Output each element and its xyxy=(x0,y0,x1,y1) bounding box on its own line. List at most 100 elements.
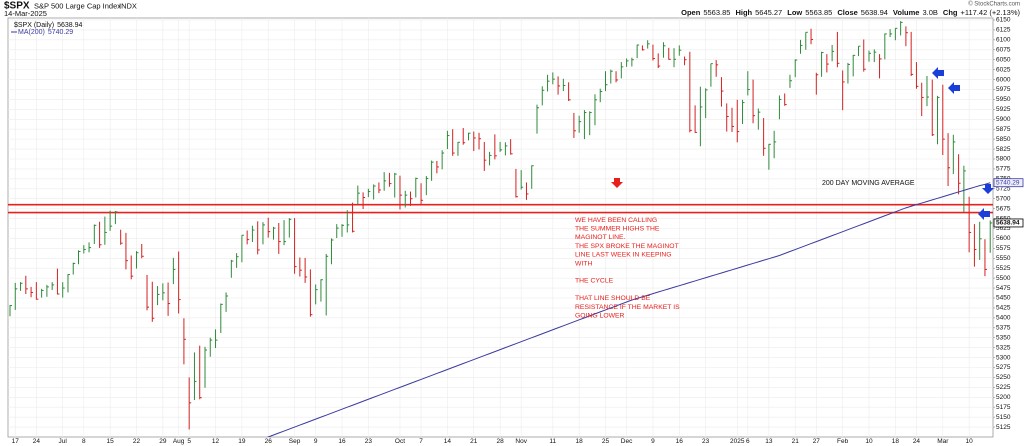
x-tick-label: Mar xyxy=(937,438,949,445)
quote-value: 3.0B xyxy=(922,8,937,17)
y-tick-label: 6075 xyxy=(996,46,1011,53)
y-tick-label: 5375 xyxy=(996,325,1011,332)
y-tick-label: 5225 xyxy=(996,384,1011,391)
x-tick-label: Oct xyxy=(395,438,405,445)
y-tick-label: 5900 xyxy=(996,116,1011,123)
quote-value: 5563.85 xyxy=(703,8,730,17)
x-tick-label: Jul xyxy=(59,438,68,445)
ma-note: 200 DAY MOVING AVERAGE xyxy=(822,180,915,187)
x-tick-label: 11 xyxy=(549,438,556,445)
date: 14-Mar-2025 xyxy=(4,9,47,18)
y-tick-label: 5775 xyxy=(996,166,1011,173)
quote-label: Chg xyxy=(943,8,958,17)
y-tick-label: 5275 xyxy=(996,364,1011,371)
x-tick-label: 16 xyxy=(676,438,684,445)
y-tick-label: 5675 xyxy=(996,205,1011,212)
y-tick-label: 5800 xyxy=(996,156,1011,163)
marks xyxy=(8,21,993,437)
y-tick-label: 5325 xyxy=(996,344,1011,351)
quote-value: 5638.94 xyxy=(861,8,888,17)
y-tick-label: 5525 xyxy=(996,265,1011,272)
symbol: $SPX xyxy=(4,1,30,12)
y-tick-label: 5450 xyxy=(996,295,1011,302)
annotation-line: THE SPX BROKE THE MAGINOT xyxy=(575,243,679,250)
x-tick-label: 5 xyxy=(187,438,191,445)
x-tick-label: 24 xyxy=(33,438,41,445)
y-tick-label: 5975 xyxy=(996,86,1011,93)
blue-arrow xyxy=(978,208,990,220)
y-tick-label: 5250 xyxy=(996,374,1011,381)
y-tick-label: 5625 xyxy=(996,225,1011,232)
legend-ma: MA(200) 5740.29 xyxy=(18,29,73,36)
y-tick-label: 5400 xyxy=(996,315,1011,322)
y-tick-label: 5300 xyxy=(996,354,1011,361)
x-tick-label: 23 xyxy=(365,438,373,445)
x-tick-label: 2025 xyxy=(730,438,745,445)
index-name: S&P 500 Large Cap Index xyxy=(34,1,121,10)
annotation-line: THE SUMMER HIGHS THE xyxy=(575,225,660,232)
x-tick-label: Nov xyxy=(515,438,527,445)
y-tick-label: 5575 xyxy=(996,245,1011,252)
x-tick-label: 29 xyxy=(159,438,167,445)
y-tick-label: 5350 xyxy=(996,334,1011,341)
y-tick-label: 6000 xyxy=(996,76,1011,83)
x-tick-label: 17 xyxy=(12,438,20,445)
annotation-line: THAT LINE SHOULD BE xyxy=(575,295,651,302)
quote-value: +117.42 (+2.13%) xyxy=(961,8,1021,17)
exchange: INDX xyxy=(119,1,137,10)
quote-value: 5563.85 xyxy=(805,8,832,17)
x-tick-label: 16 xyxy=(338,438,346,445)
x-tick-label: 27 xyxy=(813,438,821,445)
plot-area xyxy=(7,17,994,438)
x-tick-label: 24 xyxy=(913,438,921,445)
y-tick-label: 5500 xyxy=(996,275,1011,282)
legend-value: 5638.94 xyxy=(57,22,82,29)
quote-label: Low xyxy=(787,8,802,17)
y-tick-label: 5200 xyxy=(996,394,1011,401)
y-tick-label: 5550 xyxy=(996,255,1011,262)
x-tick-label: 8 xyxy=(82,438,86,445)
annotation-line: MAGINOT LINE. xyxy=(575,234,626,241)
blue-arrow xyxy=(948,82,960,94)
annotation-line: WITH xyxy=(575,260,592,267)
quote-line: Open 5563.85 High 5645.27 Low 5563.85 Close 563… xyxy=(681,8,1020,17)
x-tick-label: 26 xyxy=(265,438,273,445)
y-tick-label: 5600 xyxy=(996,235,1011,242)
quote-label: Open xyxy=(681,8,701,17)
y-tick-label: 5150 xyxy=(996,414,1011,421)
x-tick-label: 23 xyxy=(702,438,710,445)
annotation-line: LINE LAST WEEK IN KEEPING xyxy=(575,252,672,259)
y-tick-label: 5850 xyxy=(996,136,1011,143)
annotation-line: WE HAVE BEEN CALLING xyxy=(575,217,657,224)
x-tick-label: 25 xyxy=(602,438,610,445)
x-tick-label: Sep xyxy=(289,438,301,445)
x-tick-label: 10 xyxy=(865,438,873,445)
x-tick-label: 18 xyxy=(892,438,900,445)
ma-line xyxy=(266,182,991,437)
annotation-line: THE CYCLE xyxy=(575,278,614,285)
y-tick-label: 5475 xyxy=(996,285,1011,292)
close-value-label: 5638.94 xyxy=(996,220,1020,227)
ma-value-box xyxy=(993,178,1024,188)
x-tick-label: 9 xyxy=(651,438,655,445)
y-tick-label: 5950 xyxy=(996,96,1011,103)
blue-arrow xyxy=(932,67,944,79)
x-tick-label: 7 xyxy=(419,438,423,445)
close-value-box xyxy=(993,218,1024,228)
y-tick-label: 6150 xyxy=(996,17,1011,24)
x-tick-label: 21 xyxy=(470,438,478,445)
legend-price: $SPX (Daily) 5638.94 xyxy=(14,22,82,29)
x-tick-label: 10 xyxy=(966,438,974,445)
x-tick-label: 6 xyxy=(746,438,750,445)
y-tick-label: 6100 xyxy=(996,37,1011,44)
ma-value-label: 5740.29 xyxy=(996,179,1020,186)
y-tick-label: 5875 xyxy=(996,126,1011,133)
y-tick-label: 6125 xyxy=(996,27,1011,34)
x-tick-label: 22 xyxy=(133,438,141,445)
x-tick-label: Aug xyxy=(173,438,185,445)
x-tick-label: 28 xyxy=(496,438,504,445)
x-tick-label: 14 xyxy=(444,438,452,445)
quote: Open 5563.85 High 5645.27 Low 5563.85 Close 563… xyxy=(681,8,1020,17)
